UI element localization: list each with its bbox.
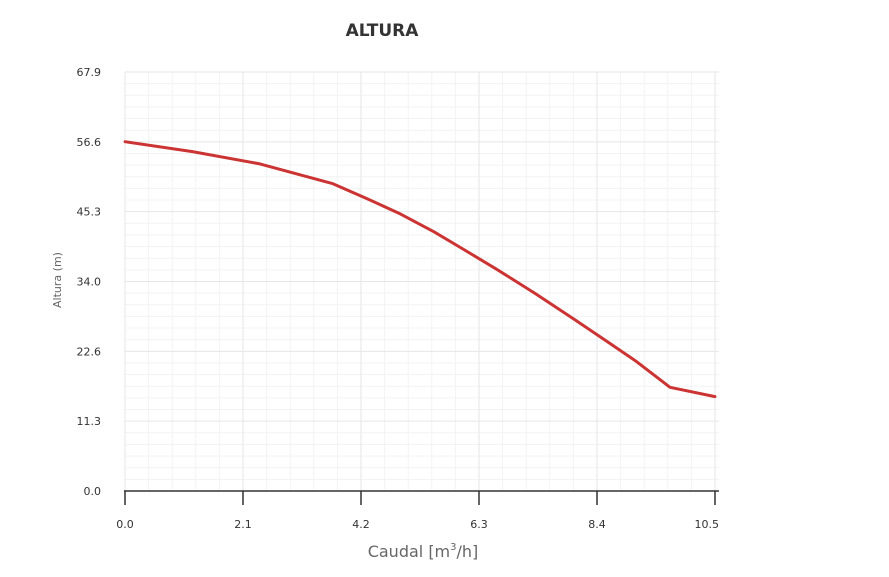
series-line	[123, 140, 717, 399]
y-tick-label: 34.0	[77, 276, 102, 289]
y-axis-label: Altura (m)	[51, 252, 64, 308]
y-tick-label: 56.6	[77, 136, 102, 149]
x-tick-label: 4.2	[352, 518, 370, 531]
x-axis-label-sup: 3	[450, 542, 456, 553]
x-tick-label: 0.0	[116, 518, 134, 531]
axes	[124, 490, 719, 505]
y-tick-label: 22.6	[77, 345, 102, 358]
x-axis-label-end: /h]	[457, 542, 479, 561]
y-tick-label: 67.9	[77, 66, 102, 79]
x-tick-label: 2.1	[234, 518, 252, 531]
grid	[124, 71, 719, 491]
y-tick-labels: 0.0 11.3 22.6 34.0 45.3 56.6 67.9	[77, 66, 102, 498]
x-tick-label: 8.4	[588, 518, 606, 531]
y-tick-label: 0.0	[84, 485, 102, 498]
x-tick-label: 10.5	[695, 518, 720, 531]
x-tick-labels: 0.0 2.1 4.2 6.3 8.4 10.5	[116, 518, 719, 531]
x-axis-label-main: Caudal [m	[368, 542, 450, 561]
x-axis-label: Caudal [m3/h]	[368, 542, 479, 561]
chart-title: ALTURA	[346, 21, 420, 41]
y-tick-label: 45.3	[77, 206, 102, 219]
y-tick-label: 11.3	[77, 415, 102, 428]
x-tick-label: 6.3	[470, 518, 488, 531]
series-layer	[123, 140, 717, 399]
